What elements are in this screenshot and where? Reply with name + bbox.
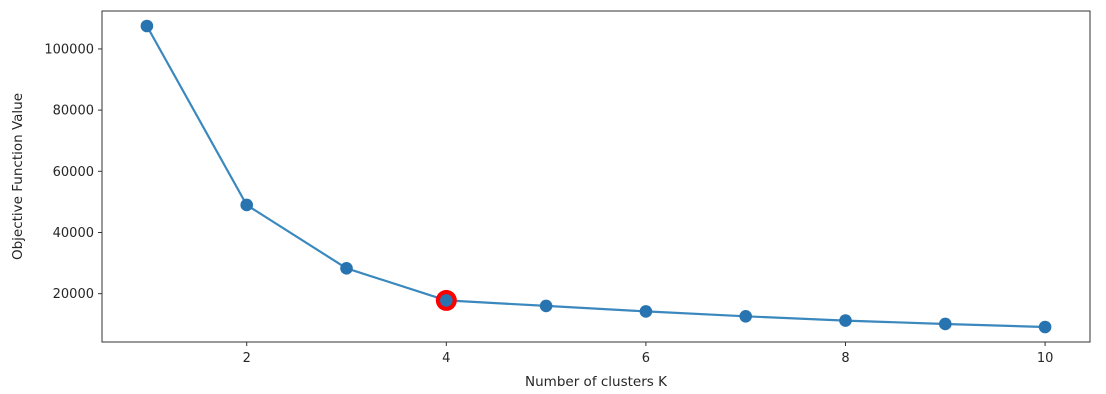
data-point [739, 310, 752, 323]
series-layer [140, 19, 1052, 334]
data-point [938, 317, 952, 331]
x-axis-ticks: 2 4 6 8 10 [243, 342, 1054, 366]
x-axis-title: Number of clusters K [525, 374, 668, 389]
data-point [340, 261, 353, 275]
x-tick-label: 2 [243, 351, 251, 366]
data-point [1038, 320, 1052, 334]
data-point [240, 198, 254, 212]
data-point [639, 305, 653, 318]
plot-area [101, 10, 1091, 343]
data-point [140, 19, 154, 33]
data-point [839, 314, 852, 327]
y-tick-label: 20000 [53, 287, 94, 302]
series-line [145, 25, 1046, 329]
x-tick-label: 8 [841, 351, 849, 366]
x-tick-label: 4 [442, 351, 450, 366]
y-axis-title: Objective Function Value [10, 93, 26, 260]
y-tick-label: 40000 [53, 226, 94, 241]
data-point [539, 299, 553, 313]
x-tick-label: 6 [642, 351, 650, 366]
x-tick-label: 10 [1037, 351, 1054, 366]
y-axis-ticks: 20000 40000 60000 80000 100000 [44, 42, 102, 302]
y-tick-label: 80000 [53, 104, 94, 119]
y-tick-label: 100000 [44, 42, 94, 57]
y-tick-label: 60000 [53, 165, 94, 180]
data-point [440, 294, 453, 307]
